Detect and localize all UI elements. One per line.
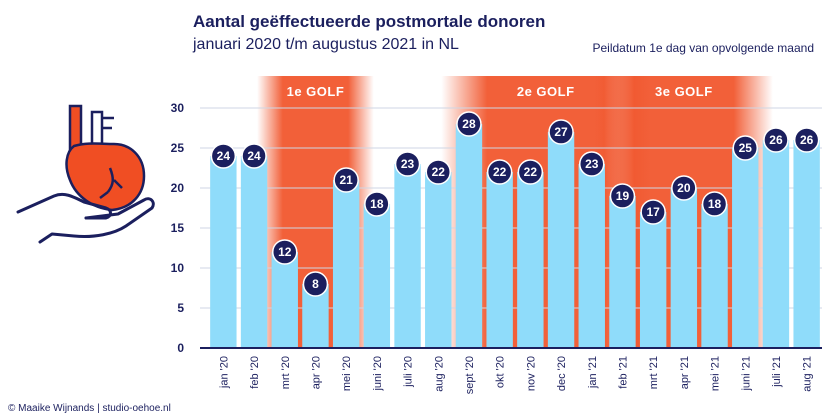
x-tick-label: juli '21 — [771, 356, 783, 388]
wave-label: 3e GOLF — [655, 84, 713, 99]
x-tick-label: mrt '20 — [280, 356, 292, 389]
bar — [455, 124, 483, 348]
wave-label: 2e GOLF — [517, 84, 575, 99]
bar — [762, 140, 790, 348]
value-marker: 22 — [486, 159, 513, 185]
x-tick-label: mrt '21 — [648, 356, 660, 389]
bar — [210, 156, 237, 348]
x-tick-label: aug '21 — [802, 356, 814, 392]
value-marker: 20 — [671, 175, 697, 201]
x-tick-label: juni '21 — [740, 356, 752, 392]
value-label: 22 — [493, 165, 507, 179]
bar — [670, 188, 698, 348]
value-label: 12 — [278, 245, 292, 259]
value-marker: 12 — [272, 239, 298, 265]
value-label: 18 — [708, 197, 722, 211]
heart-in-hand-icon — [14, 104, 156, 251]
value-marker: 22 — [517, 159, 544, 185]
bar — [363, 204, 391, 348]
value-label: 22 — [524, 165, 538, 179]
value-marker: 8 — [302, 271, 329, 297]
value-marker: 18 — [701, 191, 728, 217]
x-tick-label: dec '20 — [556, 356, 568, 391]
y-tick-label: 10 — [171, 261, 185, 275]
bar — [639, 212, 667, 348]
y-tick-label: 0 — [177, 341, 184, 355]
reference-date-note: Peildatum 1e dag van opvolgende maand — [592, 41, 815, 55]
x-tick-label: sept '20 — [464, 356, 476, 394]
bar — [609, 196, 636, 348]
value-label: 23 — [585, 157, 599, 171]
value-label: 24 — [247, 149, 261, 163]
value-label: 21 — [339, 173, 353, 187]
bar — [793, 140, 820, 348]
x-tick-label: aug '20 — [433, 356, 445, 392]
value-marker: 23 — [394, 151, 421, 177]
value-label: 24 — [217, 149, 231, 163]
wave-label: 1e GOLF — [287, 84, 345, 99]
bar — [486, 172, 513, 348]
bar — [517, 172, 544, 348]
x-tick-label: jan '21 — [587, 356, 599, 389]
bar — [240, 156, 268, 348]
y-tick-label: 15 — [171, 221, 185, 235]
x-tick-label: juli '20 — [403, 356, 415, 388]
value-label: 17 — [646, 205, 660, 219]
bar — [425, 172, 452, 348]
value-marker: 26 — [793, 127, 820, 153]
x-tick-label: feb '21 — [617, 356, 629, 389]
value-label: 28 — [462, 117, 476, 131]
x-tick-label: apr '21 — [679, 356, 691, 389]
value-label: 20 — [677, 181, 691, 195]
value-marker: 19 — [609, 183, 636, 209]
bar — [547, 132, 575, 348]
value-marker: 24 — [241, 143, 267, 169]
chart-title: Aantal geëffectueerde postmortale donore… — [193, 12, 546, 31]
value-marker: 24 — [210, 143, 237, 169]
x-tick-label: jan '20 — [218, 356, 230, 389]
value-marker: 28 — [456, 111, 482, 137]
value-label: 22 — [432, 165, 446, 179]
x-tick-label: mei '21 — [710, 356, 722, 391]
x-tick-label: feb '20 — [249, 356, 261, 389]
value-label: 18 — [370, 197, 384, 211]
x-tick-label: apr '20 — [310, 356, 322, 389]
value-marker: 18 — [364, 191, 390, 217]
value-label: 27 — [554, 125, 568, 139]
chart-subtitle: januari 2020 t/m augustus 2021 in NL — [193, 36, 459, 53]
value-label: 25 — [739, 141, 753, 155]
y-tick-label: 5 — [177, 301, 184, 315]
y-tick-label: 25 — [171, 141, 185, 155]
value-label: 26 — [800, 133, 814, 147]
x-tick-label: juni '20 — [372, 356, 384, 392]
bar — [271, 252, 298, 348]
x-tick-label: nov '20 — [525, 356, 537, 391]
y-tick-label: 20 — [171, 181, 185, 195]
value-marker: 21 — [333, 167, 359, 193]
value-label: 26 — [769, 133, 783, 147]
x-tick-label: okt '20 — [495, 356, 507, 388]
bar — [578, 164, 605, 348]
bar — [701, 204, 728, 348]
credit-line: © Maaike Wijnands | studio-oehoe.nl — [8, 403, 171, 414]
bar — [332, 180, 360, 348]
value-marker: 22 — [425, 159, 451, 185]
value-marker: 25 — [732, 135, 758, 161]
value-label: 19 — [616, 189, 630, 203]
x-tick-label: mei '20 — [341, 356, 353, 391]
bar — [394, 164, 421, 348]
y-tick-label: 30 — [171, 101, 185, 115]
value-marker: 27 — [548, 119, 574, 145]
bar — [732, 148, 759, 348]
value-label: 23 — [401, 157, 415, 171]
value-marker: 26 — [763, 127, 789, 153]
value-marker: 17 — [640, 199, 666, 225]
value-label: 8 — [312, 277, 319, 291]
value-marker: 23 — [579, 151, 605, 177]
